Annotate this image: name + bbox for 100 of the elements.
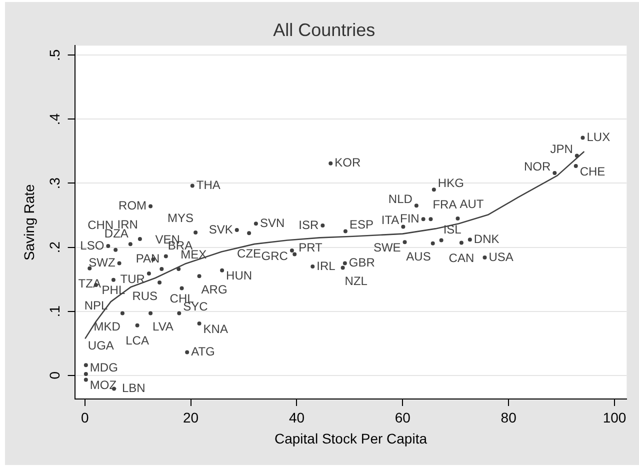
point (148, 311, 153, 316)
point (580, 136, 585, 140)
x-tick-label: 20 (183, 409, 199, 426)
data-label: LVA (152, 320, 174, 334)
point (220, 268, 224, 272)
data-label: PHL (102, 283, 126, 298)
data-label: NOR (524, 159, 551, 174)
data-label: ISR (298, 218, 320, 232)
point (439, 238, 444, 242)
data-label: JPN (550, 142, 573, 156)
point (401, 224, 406, 229)
point (135, 323, 140, 328)
data-label: MYS (168, 210, 194, 225)
data-label: UGA (88, 338, 114, 352)
data-label: ROM (118, 198, 147, 213)
y-tick-label: 0 (46, 371, 63, 380)
point (111, 278, 116, 282)
data-label: HKG (438, 176, 464, 190)
data-label: SVK (208, 222, 233, 236)
data-label: TUR (120, 272, 146, 286)
point (292, 252, 297, 256)
data-label: CAN (448, 251, 474, 266)
x-tick-label: 40 (288, 409, 305, 426)
x-tick-label: 0 (80, 409, 89, 426)
point (158, 280, 162, 284)
data-label: PRT (298, 240, 324, 255)
point (197, 274, 202, 278)
data-label: ITA (381, 213, 400, 228)
data-label: AUS (406, 250, 431, 264)
point (148, 204, 153, 208)
point (84, 378, 88, 382)
data-label: CHE (580, 164, 606, 178)
point (254, 222, 258, 226)
data-label: THA (196, 178, 220, 192)
data-label: FIN (400, 211, 420, 226)
point (428, 217, 433, 222)
point (459, 240, 464, 245)
data-label: ESP (349, 218, 374, 232)
point (114, 248, 118, 252)
chart-title: All Countries (273, 20, 376, 40)
data-label: NPL (84, 298, 108, 312)
data-label: SVN (260, 216, 285, 230)
data-label: ARG (201, 282, 228, 296)
point (160, 267, 164, 272)
data-label: MOZ (90, 378, 117, 392)
point (117, 261, 122, 266)
data-label: CZE (237, 246, 262, 260)
point (164, 254, 168, 258)
data-label: NLD (388, 192, 413, 206)
point (120, 311, 124, 316)
point (310, 264, 315, 268)
point (84, 363, 88, 368)
point (432, 188, 436, 192)
point (197, 321, 202, 326)
y-tick-label: .5 (46, 49, 63, 62)
point (247, 231, 252, 236)
point (194, 230, 198, 235)
point (106, 244, 110, 248)
y-tick-label: .4 (46, 113, 63, 126)
point (414, 204, 418, 208)
point (421, 217, 426, 222)
point (402, 240, 407, 244)
point (290, 248, 294, 252)
x-tick-label: 80 (500, 409, 517, 426)
y-tick-label: .3 (46, 177, 63, 190)
y-tick-label: .2 (46, 241, 63, 254)
data-label: GBR (348, 256, 376, 270)
data-label: LBN (122, 381, 146, 396)
x-tick-label: 100 (602, 409, 626, 426)
point (456, 216, 460, 220)
point (552, 171, 557, 176)
point (574, 164, 578, 168)
x-tick-label: 60 (394, 409, 411, 426)
point (340, 266, 345, 270)
data-label: IRL (316, 258, 336, 273)
data-label: NZL (344, 274, 368, 288)
data-label: USA (488, 250, 514, 264)
data-label: MDG (90, 360, 118, 374)
y-axis-title: Saving Rate (20, 184, 37, 260)
data-label: LSO (80, 238, 104, 252)
data-label: RUS (132, 288, 158, 303)
y-tick-label: .1 (46, 305, 63, 318)
data-label: KOR (334, 156, 361, 170)
point (482, 256, 487, 260)
point (190, 184, 194, 188)
point (177, 311, 182, 316)
data-label: AUT (460, 196, 484, 211)
data-label: DNK (474, 232, 500, 246)
point (343, 229, 348, 234)
data-label: LUX (586, 130, 610, 144)
data-label: KNA (203, 322, 228, 336)
point (234, 228, 239, 232)
point (320, 224, 325, 228)
point (185, 350, 190, 354)
point (468, 238, 472, 242)
data-label: ATG (191, 344, 215, 359)
point (128, 242, 132, 246)
data-label: LCA (126, 334, 149, 348)
data-label: MKD (94, 320, 121, 334)
data-label: HUN (226, 268, 252, 283)
